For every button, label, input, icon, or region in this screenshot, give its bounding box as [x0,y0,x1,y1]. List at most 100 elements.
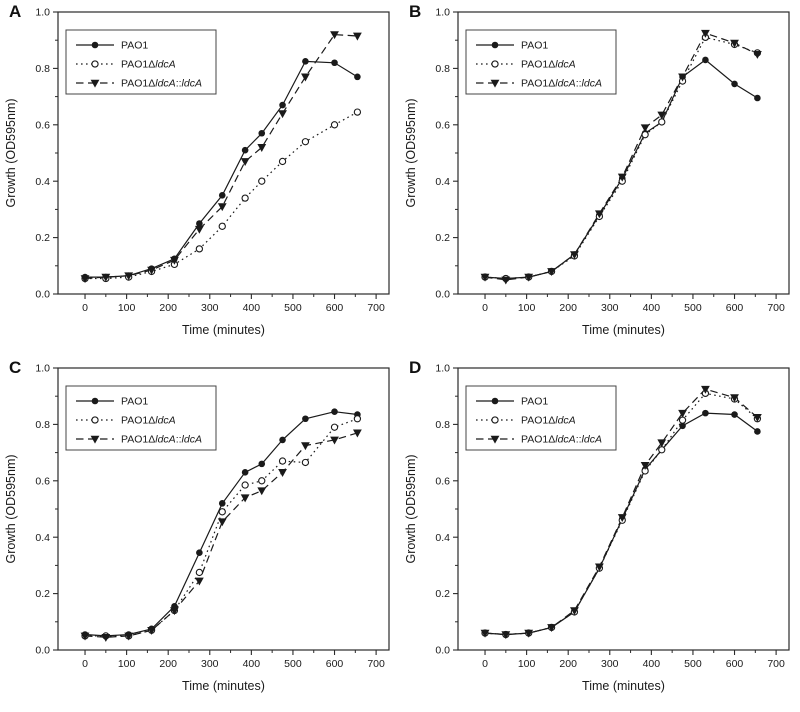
marker-filled-circle [196,220,203,227]
marker-filled-triangle-down [547,624,556,633]
y-tick-label: 1.0 [35,363,50,375]
y-tick-label: 0.0 [35,289,50,301]
y-axis-label: Growth (OD595nm) [4,454,18,563]
legend-label: PAO1ΔldcA [121,59,176,71]
marker-filled-triangle-down [752,414,762,422]
marker-filled-triangle-down [80,275,90,284]
marker-filled-circle [218,192,226,199]
y-axis-label: Growth (OD595nm) [4,98,18,207]
marker-filled-circle [331,408,338,416]
y-tick-label: 1.0 [35,7,50,19]
marker-filled-triangle-down [217,518,227,527]
marker-filled-circle [731,80,738,88]
y-tick-label: 1.0 [435,363,450,375]
x-tick-label: 0 [482,302,488,314]
marker-filled-triangle-down [524,629,534,638]
marker-filled-triangle-down [640,124,650,133]
marker-filled-triangle-down [147,626,156,635]
marker-filled-triangle-down [617,514,627,523]
marker-filled-triangle-down [217,203,227,212]
y-tick-label: 0.8 [435,63,450,75]
marker-open-circle [218,508,226,516]
series-markers-2 [480,29,762,285]
y-tick-label: 0.4 [35,176,50,188]
marker-filled-circle [279,436,286,444]
marker-filled-circle [331,59,338,67]
x-tick-label: 0 [82,302,88,314]
x-tick-label: 0 [482,658,488,670]
marker-filled-triangle-down [240,158,250,167]
marker-open-circle [195,245,204,253]
marker-filled-triangle-down [501,631,511,640]
marker-filled-triangle-down [657,111,667,120]
chart-panel-d: 0 100 200 300 400 500 600 700 0.0 0.2 0.4 0.6 0.8 1.0… [404,363,790,693]
x-tick-label: 100 [118,302,136,314]
marker-open-circle [658,446,666,454]
marker-open-circle [353,415,362,423]
x-tick-label: 100 [118,658,136,670]
marker-open-circle [301,138,310,146]
y-tick-label: 0.2 [35,232,50,244]
y-tick-label: 0.8 [35,419,50,431]
x-axis-label: Time (minutes) [582,323,665,337]
y-tick-label: 0.2 [435,588,450,600]
marker-filled-triangle-down [257,144,267,152]
marker-open-circle [301,458,310,467]
marker-filled-triangle-down [90,435,100,444]
y-tick-label: 0.4 [35,532,50,544]
y-tick-label: 0.4 [435,176,450,188]
marker-filled-triangle-down [490,79,500,88]
y-axis-label: Growth (OD595nm) [404,454,418,563]
marker-filled-circle [218,500,226,507]
marker-open-circle [491,416,499,424]
legend-label: PAO1ΔldcA::ldcA [521,434,602,446]
marker-filled-triangle-down [570,607,579,616]
y-tick-label: 0.0 [435,645,450,657]
y-tick-label: 0.6 [435,119,450,131]
marker-open-circle [330,423,339,431]
marker-filled-triangle-down [278,110,287,119]
panel-letter-a: A [9,2,22,21]
marker-filled-circle [258,460,266,468]
y-tick-label: 0.2 [35,588,50,600]
x-tick-label: 200 [159,302,177,314]
marker-open-circle [278,457,287,465]
marker-filled-circle [91,41,99,49]
marker-filled-triangle-down [330,436,339,445]
marker-filled-circle [91,397,99,405]
marker-open-circle [258,177,266,185]
marker-filled-circle [491,41,499,49]
marker-filled-triangle-down [147,266,156,275]
marker-filled-triangle-down [640,461,650,470]
marker-filled-triangle-down [617,173,627,182]
marker-open-circle [641,131,649,139]
marker-filled-triangle-down [547,268,556,277]
series-markers-2 [80,429,362,642]
marker-filled-triangle-down [194,577,204,586]
marker-filled-triangle-down [501,276,511,285]
series-line-2 [84,432,358,638]
marker-filled-circle [754,94,761,102]
x-tick-label: 300 [601,302,619,314]
marker-filled-circle [241,469,249,476]
x-tick-label: 0 [82,658,88,670]
legend-label: PAO1 [521,396,548,408]
legend-label: PAO1ΔldcA [121,415,176,427]
marker-filled-triangle-down [240,494,250,503]
panel-letter-d: D [409,358,422,377]
marker-filled-circle [754,428,761,435]
x-tick-label: 500 [284,658,302,670]
panel-d: D 0 100 200 300 400 500 600 700 0.0 0.2 0.4 0.6 0.8 1… [400,356,800,712]
marker-open-circle [278,157,287,166]
y-tick-label: 0.8 [435,419,450,431]
marker-filled-triangle-down [657,439,667,448]
series-line-1 [85,418,358,637]
marker-open-circle [678,416,687,424]
marker-filled-triangle-down [490,435,500,444]
marker-filled-triangle-down [352,429,362,438]
panel-c: C 0 100 200 300 400 500 600 700 0.0 0.2 0.4 0.6 0.8 1… [0,356,400,712]
y-tick-label: 0.2 [435,232,450,244]
marker-filled-circle [731,411,738,418]
